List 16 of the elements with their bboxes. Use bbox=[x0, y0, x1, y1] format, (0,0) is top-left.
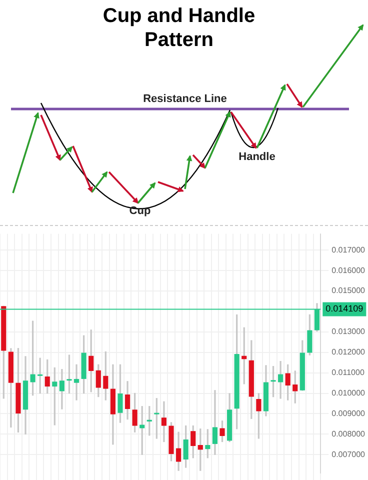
y-tick-label: 0.008000 bbox=[332, 429, 366, 438]
candlestick bbox=[38, 358, 43, 394]
y-tick-label: 0.015000 bbox=[332, 286, 366, 296]
y-tick-label: 0.009000 bbox=[332, 408, 366, 418]
y-tick-label: 0.007000 bbox=[332, 450, 366, 459]
y-tick-label: 0.010000 bbox=[332, 388, 366, 398]
candlestick bbox=[161, 401, 167, 442]
ref-line-label: 0.014109 bbox=[326, 304, 364, 314]
y-tick-label: 0.012000 bbox=[332, 348, 366, 357]
y-tick-label: 0.013000 bbox=[332, 327, 366, 336]
y-tick-label: 0.011000 bbox=[332, 368, 365, 378]
candlestick bbox=[74, 364, 80, 400]
candlestick bbox=[59, 369, 64, 410]
candlestick bbox=[278, 361, 284, 399]
y-tick-label: 0.016000 bbox=[332, 266, 366, 275]
y-tick-label: 0.017000 bbox=[332, 245, 366, 254]
